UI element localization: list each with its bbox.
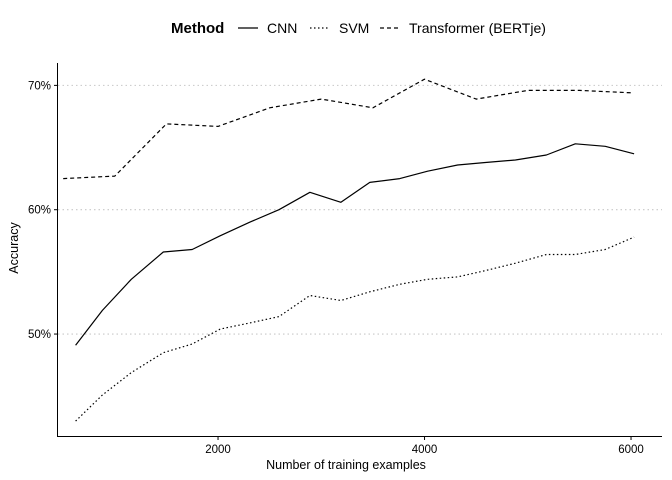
series-line-svm — [75, 236, 635, 422]
axes — [57, 63, 662, 437]
gridlines — [58, 84, 662, 335]
ticks: 50% 60% 70% 2000 4000 6000 — [28, 80, 644, 456]
legend-label-svm: SVM — [339, 20, 369, 36]
x-tick-label: 4000 — [412, 444, 438, 456]
series-line-cnn — [75, 143, 635, 346]
legend-label-transformer: Transformer (BERTje) — [409, 20, 546, 36]
series-line-transformer-bertje — [63, 78, 632, 180]
legend-title: Method — [171, 20, 224, 37]
x-tick-label: 2000 — [205, 444, 231, 456]
y-tick-label: 70% — [28, 80, 51, 92]
x-tick-label: 6000 — [618, 444, 644, 456]
y-tick-label: 60% — [28, 205, 51, 217]
y-tick-label: 50% — [28, 329, 51, 341]
x-axis-title: Number of training examples — [266, 458, 426, 472]
series-lines — [63, 78, 635, 422]
legend-label-cnn: CNN — [267, 20, 297, 36]
legend: Method CNN SVM Transformer (BERTje) — [171, 20, 546, 37]
y-axis-title: Accuracy — [7, 222, 21, 274]
